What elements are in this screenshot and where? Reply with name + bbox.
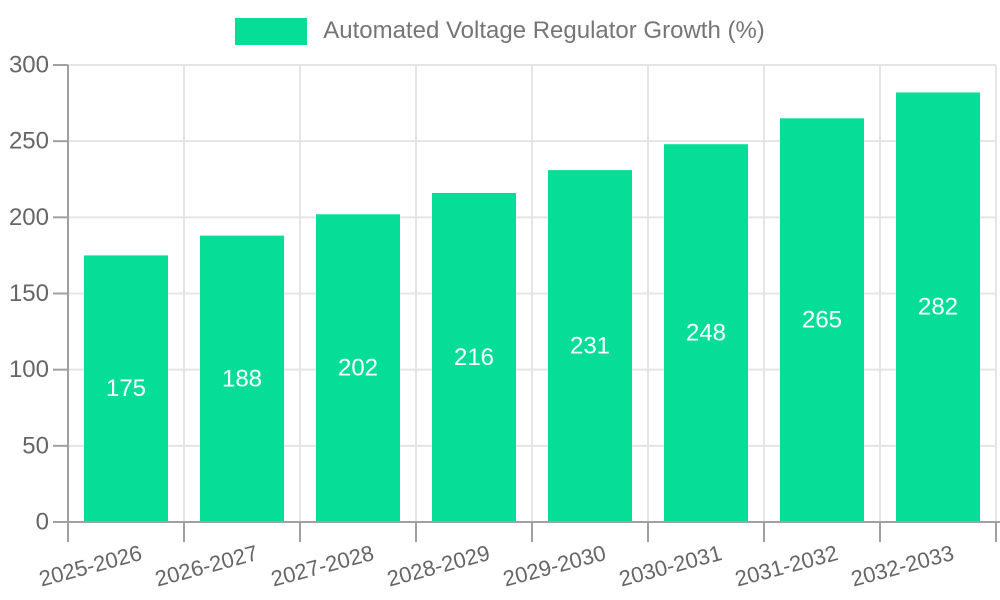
y-tick-label: 250 [9, 128, 49, 155]
legend-swatch [235, 17, 308, 45]
x-tick-label: 2032-2033 [848, 540, 956, 591]
bar-value-label: 175 [106, 375, 146, 402]
x-tick-label: 2027-2028 [268, 540, 376, 591]
bar-value-label: 282 [918, 294, 958, 321]
bar-value-label: 202 [338, 355, 378, 382]
bar [896, 92, 980, 523]
bar-value-label: 231 [570, 333, 610, 360]
bar-value-label: 265 [802, 307, 842, 334]
bar [548, 170, 632, 523]
bar [84, 255, 168, 522]
bar-value-label: 216 [454, 344, 494, 371]
bar-value-label: 248 [686, 320, 726, 347]
bar [432, 192, 516, 522]
legend[interactable]: Automated Voltage Regulator Growth (%) [0, 17, 1000, 45]
bar [780, 118, 864, 523]
x-tick-label: 2030-2031 [616, 540, 724, 591]
x-tick-label: 2031-2032 [732, 540, 840, 591]
x-tick-label: 2025-2026 [36, 540, 144, 591]
y-tick-label: 300 [9, 52, 49, 79]
y-tick-label: 150 [9, 280, 49, 307]
bar [200, 235, 284, 522]
x-tick-label: 2029-2030 [500, 540, 608, 591]
x-tick-label: 2026-2027 [152, 540, 260, 591]
y-tick-label: 0 [36, 509, 49, 536]
y-tick-label: 200 [9, 204, 49, 231]
bar-value-label: 188 [222, 365, 262, 392]
bar [316, 214, 400, 522]
x-tick-label: 2028-2029 [384, 540, 492, 591]
y-tick-label: 100 [9, 356, 49, 383]
legend-label: Automated Voltage Regulator Growth (%) [323, 17, 765, 44]
bar [664, 144, 748, 523]
y-tick-label: 50 [22, 432, 49, 459]
